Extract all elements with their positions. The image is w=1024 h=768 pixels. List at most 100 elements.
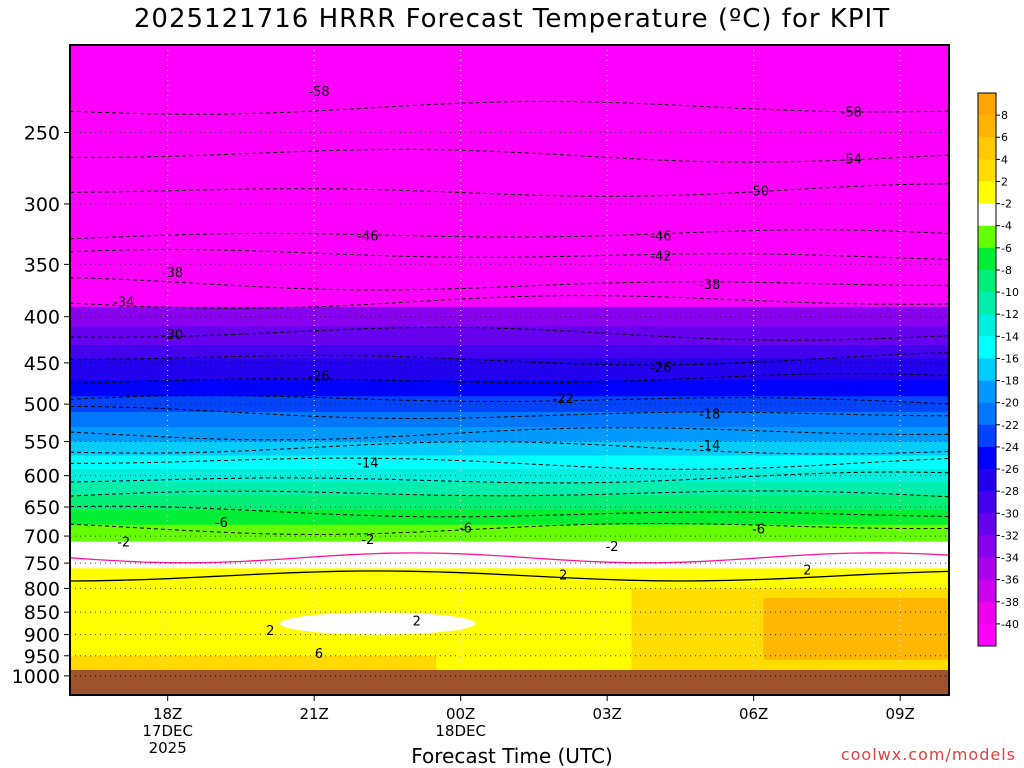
colorbar-swatch-18 [978,491,996,514]
x-tick-label-0-1: 17DEC [142,722,193,740]
colorbar-swatch-2 [978,137,996,160]
x-tick-label-2-1: 18DEC [435,722,486,740]
temp-band-11 [70,469,949,483]
contour-label-20: -2 [117,536,130,551]
y-tick-label-750: 750 [24,553,60,575]
contour-label-24: 2 [803,563,811,578]
temp-band-12 [70,482,949,496]
contour-label-22: -2 [606,540,619,555]
contour-label-8: -38 [699,278,720,293]
colorbar-label-11: -16 [1001,352,1019,365]
warm-region-core [763,598,949,660]
y-tick-label-400: 400 [24,307,60,329]
contour-label-18: -6 [459,522,472,537]
y-tick-label-1000: 1000 [12,666,60,688]
colorbar-label-16: -26 [1001,463,1019,476]
contour-label-27: 6 [315,647,323,662]
plot-frame [69,44,950,696]
cool-pocket [279,612,476,635]
colorbar-label-7: -8 [1001,264,1012,277]
y-tick-label-700: 700 [24,526,60,548]
colorbar-swatch-12 [978,358,996,382]
y-tick-label-450: 450 [24,353,60,375]
contour-label-19: -6 [752,523,765,538]
colorbar-swatch-22 [978,579,996,603]
temp-band-10 [70,455,949,470]
colorbar-label-0: 8 [1001,109,1008,122]
contour-label-25: 2 [413,614,421,629]
colorbar-label-4: -2 [1001,198,1012,211]
contour-label-4: -46 [357,229,378,244]
colorbar-label-3: 2 [1001,175,1008,188]
colorbar-swatch-21 [978,557,996,581]
colorbar-label-13: -20 [1001,397,1019,410]
temp-band-0 [70,45,949,308]
y-tick-label-300: 300 [24,194,60,216]
colorbar-swatch-6 [978,225,996,249]
colorbar-label-20: -34 [1001,552,1019,565]
x-tick-label-3-0: 03Z [592,705,621,723]
colorbar-label-14: -22 [1001,419,1019,432]
x-tick-label-0-2: 2025 [149,739,187,757]
temp-band-16 [70,541,949,569]
isotherm-2c-line [70,570,949,582]
colorbar-label-5: -4 [1001,220,1012,233]
y-tick-label-900: 900 [24,625,60,647]
colorbar-label-22: -38 [1001,596,1019,609]
contour-label-3: -50 [748,185,769,200]
x-tick-label-4-0: 06Z [739,705,768,723]
colorbar-swatch-13 [978,380,996,404]
colorbar-label-2: 4 [1001,153,1008,166]
contour-labels: -58-58-54-50-46 -46-42-38-38-34-30-26-26-… [113,85,862,662]
colorbar-label-21: -36 [1001,574,1019,587]
y-tick-label-650: 650 [24,497,60,519]
colorbar-label-6: -6 [1001,242,1012,255]
y-tick-label-350: 350 [24,254,60,276]
freezing-line [70,552,949,564]
y-axis: 2503003504004505005506006507007508008509… [12,122,70,688]
colorbar-swatch-20 [978,535,996,559]
contour-label-23: 2 [559,568,567,583]
temp-band-5 [70,379,949,397]
y-tick-label-800: 800 [24,578,60,600]
colorbar-label-15: -24 [1001,441,1019,454]
x-tick-label-2-0: 00Z [446,705,475,723]
contour-label-21: -2 [361,533,374,548]
contour-label-15: -14 [357,456,378,471]
y-tick-label-250: 250 [24,122,60,144]
colorbar-swatch-11 [978,336,996,359]
chart-title: 2025121716 HRRR Forecast Temperature (ºC… [133,4,891,34]
temp-band-14 [70,510,949,526]
colorbar-swatch-15 [978,424,996,448]
x-tick-label-1-0: 21Z [299,705,328,723]
temp-band-7 [70,411,949,428]
y-tick-label-950: 950 [24,646,60,668]
contour-label-2: -54 [841,152,862,167]
colorbar-swatch-5 [978,203,996,227]
colorbar-label-18: -30 [1001,507,1019,520]
colorbar-swatch-23 [978,601,996,625]
colorbar: 8 6 4 2 -2 -4 -6 -8 -10 -12 -14 -16 -18 -20 -22 -24 -26 -… [977,92,1019,647]
temp-band-9 [70,441,949,457]
colorbar-swatch-0 [978,93,996,116]
colorbar-label-1: 6 [1001,131,1008,144]
gridlines [70,45,949,695]
colorbar-swatch-17 [978,469,996,492]
contour-label-26: 2 [266,624,274,639]
colorbar-label-17: -28 [1001,485,1019,498]
contour-label-12: -26 [650,361,671,376]
temp-band-13 [70,494,949,511]
ground-surface [70,669,949,695]
temp-band-1 [70,306,949,327]
colorbar-swatch-19 [978,513,996,536]
colorbar-swatch-4 [978,181,996,205]
colorbar-label-9: -12 [1001,308,1019,321]
colorbar-swatch-16 [978,446,996,470]
y-tick-label-550: 550 [24,432,60,454]
colorbar-label-19: -32 [1001,529,1019,542]
contour-label-7: -38 [162,266,183,281]
contour-label-14: -18 [699,407,720,422]
contour-label-0: -58 [308,85,329,100]
credit-text: coolwx.com/models [840,745,1016,764]
